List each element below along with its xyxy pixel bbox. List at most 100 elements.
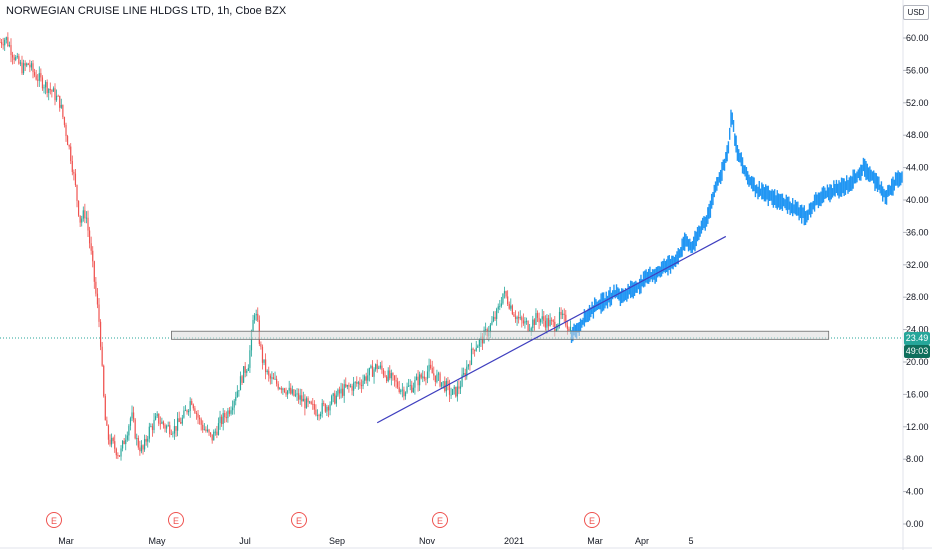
candle-body (555, 328, 557, 332)
candle-body (247, 367, 249, 371)
candle-body (346, 384, 348, 387)
candle-body (525, 321, 528, 322)
candle-body (214, 431, 216, 433)
candle-body (280, 388, 282, 390)
candle-body (390, 373, 392, 379)
candle-body (544, 320, 546, 328)
candle-body (199, 417, 201, 420)
candle-body (186, 410, 188, 413)
candle-body (79, 215, 81, 223)
x-tick-label: Apr (635, 536, 649, 546)
candle-body (541, 316, 543, 320)
candle-body (98, 304, 100, 322)
candle-body (384, 375, 386, 377)
candle-body (395, 380, 397, 382)
candle-body (24, 63, 26, 66)
candle-body (335, 395, 337, 404)
candle-body (533, 319, 535, 325)
candle-body (22, 63, 25, 74)
candle-body (500, 303, 502, 307)
candle-body (566, 325, 568, 329)
candle-body (397, 381, 399, 388)
candle-body (437, 373, 440, 375)
candle-body (117, 455, 119, 457)
candle-body (466, 366, 468, 377)
candle-body (208, 429, 210, 433)
y-tick-label: 16.00 (906, 389, 929, 399)
candle-body (470, 348, 473, 365)
candle-body (431, 368, 433, 374)
candle-body (291, 389, 293, 394)
candle-body (227, 410, 229, 419)
support-zone[interactable] (171, 330, 830, 340)
candle-body (447, 380, 449, 385)
candle-body (349, 385, 352, 387)
candle-body (0, 42, 3, 45)
candle-body (71, 161, 73, 172)
trendline[interactable] (376, 235, 727, 424)
time-axis[interactable]: Mar May Jul Sep Nov 2021 Mar Apr 5 (58, 536, 693, 546)
candle-body (132, 412, 135, 420)
candle-body (381, 365, 383, 370)
candle-body (246, 370, 248, 373)
candle-body (554, 321, 556, 332)
candle-body (502, 293, 504, 304)
y-tick-label: 36.00 (906, 227, 929, 237)
y-tick-label: 56.00 (906, 65, 929, 75)
candle-body (88, 230, 91, 244)
candle-body (216, 431, 218, 435)
candle-body (387, 370, 389, 382)
candle-body (55, 95, 58, 101)
candle-body (32, 63, 34, 73)
candle-body (230, 410, 232, 414)
earnings-marker-4[interactable]: E (432, 512, 448, 528)
candle-body (40, 73, 42, 78)
earnings-marker-3[interactable]: E (291, 512, 307, 528)
candle-body (276, 378, 278, 384)
candle-body (62, 104, 64, 118)
candle-body (326, 406, 328, 412)
candle-body (513, 314, 515, 317)
candle-body (298, 393, 300, 400)
candle-body (448, 384, 451, 395)
candle-body (547, 318, 550, 327)
candle-body (145, 439, 147, 442)
candle-body (301, 395, 303, 402)
candle-body (320, 413, 322, 417)
candle-body (192, 404, 194, 409)
candle-body (110, 437, 113, 445)
candle-body (188, 410, 190, 413)
candle-body (348, 384, 350, 387)
candle-body (382, 369, 385, 376)
earnings-marker-5[interactable]: E (584, 512, 600, 528)
currency-badge[interactable]: USD (903, 5, 929, 20)
candle-body (10, 45, 12, 56)
earnings-marker-2[interactable]: E (168, 512, 184, 528)
earnings-marker-1[interactable]: E (46, 512, 62, 528)
price-axis[interactable]: 60.00 56.00 52.00 48.00 44.00 40.00 36.00 32.00… (903, 33, 929, 529)
candle-body (265, 359, 267, 373)
candle-body (114, 441, 116, 449)
candle-body (118, 455, 121, 457)
candle-body (511, 305, 513, 315)
candle-body (323, 403, 325, 405)
candle-body (112, 437, 114, 442)
candle-body (257, 313, 259, 321)
candle-body (507, 296, 509, 304)
candle-body (524, 321, 526, 324)
candle-body (125, 439, 127, 445)
candle-body (195, 413, 198, 414)
candle-body (30, 63, 33, 68)
candle-body (378, 367, 380, 369)
candle-body (450, 394, 452, 396)
candle-body (268, 370, 270, 376)
candle-body (2, 44, 4, 46)
candle-body (304, 398, 306, 409)
candle-body (249, 350, 251, 368)
candle-body (419, 374, 421, 386)
candle-body (176, 418, 179, 431)
candle-body (569, 326, 572, 331)
candle-body (312, 403, 314, 405)
candle-body (0, 42, 1, 43)
